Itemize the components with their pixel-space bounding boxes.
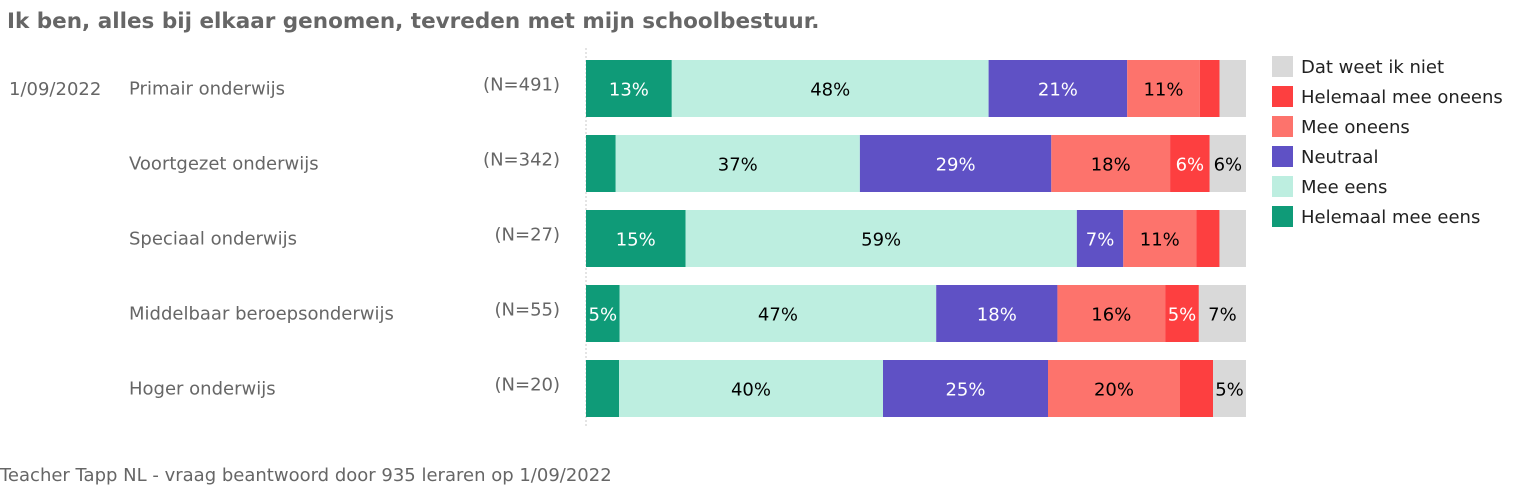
data-label: 47%: [758, 305, 798, 326]
bar-segment-dat-weet-ik-niet: [1219, 210, 1246, 267]
category-label: Voortgezet onderwijs: [129, 154, 319, 175]
data-label: 48%: [810, 80, 850, 101]
data-label: 21%: [1038, 80, 1078, 101]
data-label: 25%: [945, 380, 985, 401]
bar-segment-dat-weet-ik-niet: [1219, 60, 1246, 117]
legend-swatch: [1272, 56, 1293, 77]
data-label: 18%: [977, 305, 1017, 326]
bar-segment-neutraal: [859, 135, 1052, 192]
bar-segment-mee-oneens: [1057, 285, 1166, 342]
data-label: 20%: [1094, 380, 1134, 401]
legend-swatch: [1272, 206, 1293, 227]
bar-segment-mee-oneens: [1048, 360, 1180, 417]
bar-segment-helemaal-mee-oneens: [1196, 210, 1220, 267]
data-label: 40%: [731, 380, 771, 401]
legend-swatch: [1272, 146, 1293, 167]
legend-label: Mee oneens: [1301, 117, 1410, 138]
bar-segment-neutraal: [988, 60, 1128, 117]
data-label: 7%: [1208, 305, 1237, 326]
legend: Dat weet ik niet Helemaal mee oneens Mee o…: [1272, 56, 1503, 228]
legend-swatch: [1272, 116, 1293, 137]
bar-segment-mee-oneens: [1127, 60, 1200, 117]
bar-segment-mee-eens: [619, 285, 937, 342]
bar-segment-mee-eens: [671, 60, 989, 117]
category-label: Hoger onderwijs: [129, 379, 276, 400]
bar-row-speciaal-onderwijs: Speciaal onderwijs (N=27) 15% 59% 7% 11%: [129, 210, 1246, 267]
legend-item-helemaal-mee-eens: Helemaal mee eens: [1272, 206, 1480, 228]
data-label: 5%: [589, 305, 618, 326]
data-label: 37%: [718, 155, 758, 176]
bar-row-voortgezet-onderwijs: Voortgezet onderwijs (N=342) 37% 29% 18% 6% 6%: [129, 135, 1246, 192]
category-label: Primair onderwijs: [129, 79, 285, 100]
bar-segment-neutraal: [883, 360, 1048, 417]
data-label: 6%: [1214, 155, 1243, 176]
legend-item-helemaal-mee-oneens: Helemaal mee oneens: [1272, 86, 1503, 108]
date-label: 1/09/2022: [9, 79, 101, 100]
n-count-label: (N=27): [495, 225, 561, 246]
data-label: 11%: [1140, 230, 1180, 251]
category-label: Speciaal onderwijs: [129, 229, 297, 250]
legend-item-mee-oneens: Mee oneens: [1272, 116, 1410, 138]
bar-segment-helemaal-mee-oneens: [1199, 60, 1220, 117]
bar-segment-helemaal-mee-eens: [586, 285, 620, 342]
data-label: 5%: [1168, 305, 1197, 326]
legend-item-dat-weet-ik-niet: Dat weet ik niet: [1272, 56, 1444, 78]
bar-row-hoger-onderwijs: Hoger onderwijs (N=20) 40% 25% 20% 5%: [129, 360, 1246, 417]
bar-segment-mee-oneens: [1051, 135, 1171, 192]
bar-segment-helemaal-mee-eens: [586, 60, 672, 117]
bar-segment-neutraal: [936, 285, 1058, 342]
data-label: 7%: [1086, 230, 1115, 251]
bar-segment-dat-weet-ik-niet: [1209, 135, 1246, 192]
bar-row-middelbaar-beroepsonderwijs: Middelbaar beroepsonderwijs (N=55) 5% 47% 18…: [129, 285, 1246, 342]
chart-rows: Primair onderwijs (N=491) 13% 48% 21% 11% Voor…: [129, 60, 1246, 417]
data-label: 13%: [609, 80, 649, 101]
bar-segment-mee-eens: [685, 210, 1077, 267]
legend-item-neutraal: Neutraal: [1272, 146, 1378, 168]
n-count-label: (N=55): [495, 300, 561, 321]
legend-label: Mee eens: [1301, 177, 1387, 198]
n-count-label: (N=342): [483, 150, 560, 171]
data-label: 15%: [616, 230, 656, 251]
legend-label: Helemaal mee oneens: [1301, 87, 1503, 108]
bar-segment-helemaal-mee-oneens: [1170, 135, 1210, 192]
data-label: 6%: [1176, 155, 1205, 176]
data-label: 59%: [861, 230, 901, 251]
bar-segment-helemaal-mee-eens: [586, 360, 619, 417]
bar-segment-neutraal: [1076, 210, 1124, 267]
legend-label: Neutraal: [1301, 147, 1378, 168]
chart-title: Ik ben, alles bij elkaar genomen, tevred…: [7, 9, 820, 34]
data-label: 5%: [1215, 380, 1244, 401]
legend-label: Dat weet ik niet: [1301, 57, 1444, 78]
bar-segment-mee-eens: [619, 360, 883, 417]
data-label: 16%: [1091, 305, 1131, 326]
category-label: Middelbaar beroepsonderwijs: [129, 304, 394, 325]
data-label: 18%: [1091, 155, 1131, 176]
data-label: 11%: [1143, 80, 1183, 101]
bar-row-primair-onderwijs: Primair onderwijs (N=491) 13% 48% 21% 11%: [129, 60, 1246, 117]
legend-swatch: [1272, 86, 1293, 107]
chart-footer: Teacher Tapp NL - vraag beantwoord door …: [0, 465, 612, 486]
bar-segment-mee-oneens: [1123, 210, 1197, 267]
legend-swatch: [1272, 176, 1293, 197]
data-label: 29%: [936, 155, 976, 176]
bar-segment-helemaal-mee-eens: [586, 210, 686, 267]
bar-segment-mee-eens: [615, 135, 860, 192]
legend-item-mee-eens: Mee eens: [1272, 176, 1387, 198]
bar-segment-dat-weet-ik-niet: [1213, 360, 1246, 417]
n-count-label: (N=491): [483, 75, 560, 96]
bar-segment-dat-weet-ik-niet: [1198, 285, 1246, 342]
bar-segment-helemaal-mee-oneens: [1165, 285, 1199, 342]
n-count-label: (N=20): [495, 375, 561, 396]
legend-label: Helemaal mee eens: [1301, 207, 1480, 228]
bar-segment-helemaal-mee-oneens: [1180, 360, 1213, 417]
bar-segment-helemaal-mee-eens: [586, 135, 616, 192]
